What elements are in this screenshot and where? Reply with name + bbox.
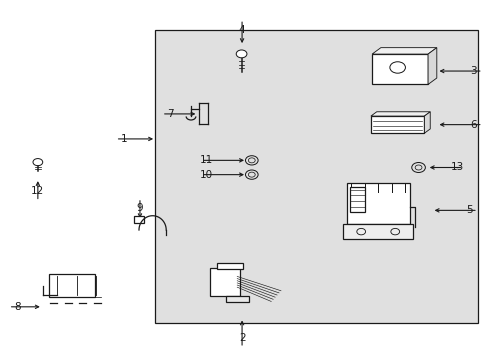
Bar — [370, 116, 424, 133]
Bar — [49, 274, 95, 297]
Bar — [210, 267, 239, 296]
Text: 6: 6 — [469, 120, 476, 130]
Polygon shape — [371, 48, 436, 54]
Text: 13: 13 — [450, 162, 464, 172]
Polygon shape — [427, 48, 436, 85]
Bar — [134, 216, 143, 223]
Circle shape — [33, 158, 42, 166]
Text: 9: 9 — [136, 203, 143, 213]
Bar — [349, 187, 364, 212]
Polygon shape — [370, 112, 429, 116]
Text: 10: 10 — [200, 170, 212, 180]
Bar — [346, 183, 409, 224]
Polygon shape — [424, 112, 429, 133]
Text: 7: 7 — [167, 109, 174, 119]
Text: 5: 5 — [465, 205, 471, 215]
Text: 2: 2 — [238, 333, 245, 342]
Text: 12: 12 — [31, 186, 44, 196]
Text: 8: 8 — [14, 302, 21, 312]
Bar — [342, 225, 413, 239]
Text: 11: 11 — [199, 156, 212, 165]
Bar — [216, 262, 243, 269]
Text: 1: 1 — [121, 134, 127, 144]
Circle shape — [236, 50, 246, 58]
Text: 3: 3 — [469, 66, 476, 76]
Bar — [225, 296, 248, 302]
Polygon shape — [154, 30, 477, 323]
Text: 4: 4 — [238, 24, 245, 35]
Bar — [371, 54, 427, 85]
